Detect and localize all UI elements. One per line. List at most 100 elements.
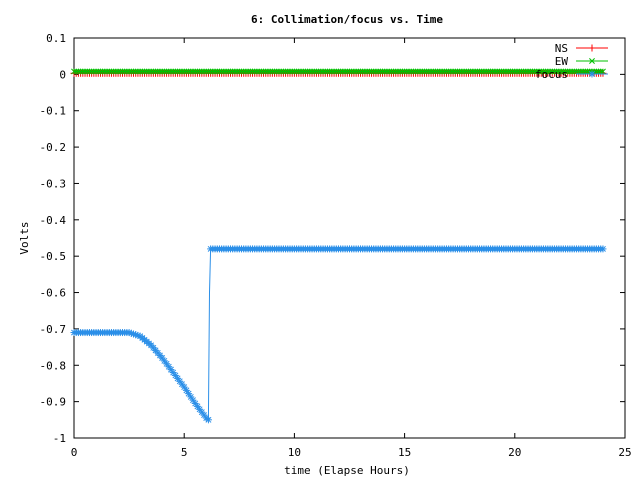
data-point [454,68,461,75]
data-point [584,68,591,75]
data-point [575,68,582,75]
y-tick-label: 0 [59,68,66,81]
data-point [216,68,223,75]
y-tick-label: -0.7 [40,323,67,336]
chart-title: 6: Collimation/focus vs. Time [251,13,443,26]
data-point [410,68,417,75]
data-point [370,68,377,75]
series-focus [70,245,607,424]
data-point [384,68,390,75]
data-point [359,68,366,75]
data-point [436,68,443,75]
data-point [112,68,119,75]
data-point [161,68,168,75]
y-tick-label: -0.1 [40,105,67,118]
data-point [79,68,86,75]
data-point [137,68,144,75]
data-point [110,68,117,75]
data-point [264,68,271,75]
data-point [260,68,267,75]
data-point [507,68,514,75]
data-point [176,68,183,75]
data-point [350,68,357,75]
data-point [130,68,137,75]
data-point [190,68,196,75]
data-point [600,68,606,75]
data-point [97,68,104,75]
data-point [558,68,565,75]
data-point [311,68,318,75]
data-point [267,68,274,75]
data-point [253,68,260,75]
data-point [428,68,435,75]
data-point [271,68,278,75]
data-point [472,68,479,75]
data-point [249,68,256,75]
data-point [115,68,122,75]
data-point [84,68,91,75]
data-point [478,68,485,75]
y-axis: 0.1 0 -0.1 -0.2 -0.3 -0.4 -0.5 -0.6 -0.7 -0.8 -0.9… [40,32,625,445]
data-point [229,68,236,75]
data-point [331,68,338,75]
data-point [551,68,558,75]
data-point [73,68,80,75]
data-point [300,68,307,75]
data-point [298,68,304,75]
data-point [461,68,468,75]
data-point [375,68,382,75]
legend-label: focus [535,68,568,81]
data-point [447,68,454,75]
data-point [258,68,265,75]
data-point [531,68,538,75]
data-point [168,68,174,75]
data-point [262,68,269,75]
data-point [278,68,285,75]
data-point [227,68,234,75]
data-point [289,68,296,75]
data-point [361,68,368,75]
data-point [335,68,342,75]
data-point [157,68,163,75]
data-point [203,68,210,75]
data-point [187,68,194,75]
data-point [121,68,128,75]
data-point [395,68,401,75]
data-point [569,68,576,75]
data-point [234,68,241,75]
data-point [456,68,463,75]
data-point [214,68,221,75]
data-point [337,68,344,75]
data-point [489,68,496,75]
data-point [320,68,327,75]
x-tick-label: 20 [508,446,521,459]
data-point [564,68,571,75]
x-tick-label: 5 [181,446,188,459]
data-point [527,68,534,75]
data-point [441,68,448,75]
y-tick-label: -0.9 [40,396,67,409]
data-point [172,68,179,75]
data-point [159,68,166,75]
data-point [132,68,139,75]
data-point [126,68,133,75]
data-point [218,68,225,75]
data-point [207,68,214,75]
y-tick-label: -1 [53,432,66,445]
data-point [143,68,150,75]
data-point [183,68,190,75]
data-point [238,68,245,75]
data-point [251,68,258,75]
data-point [225,68,232,75]
data-point [291,68,298,75]
data-point [529,68,536,75]
data-point [483,68,490,75]
data-point [357,68,364,75]
data-point [520,68,527,75]
data-point [306,68,313,75]
x-tick-label: 25 [618,446,631,459]
data-point [348,68,355,75]
data-point [498,68,505,75]
data-point [434,68,441,75]
